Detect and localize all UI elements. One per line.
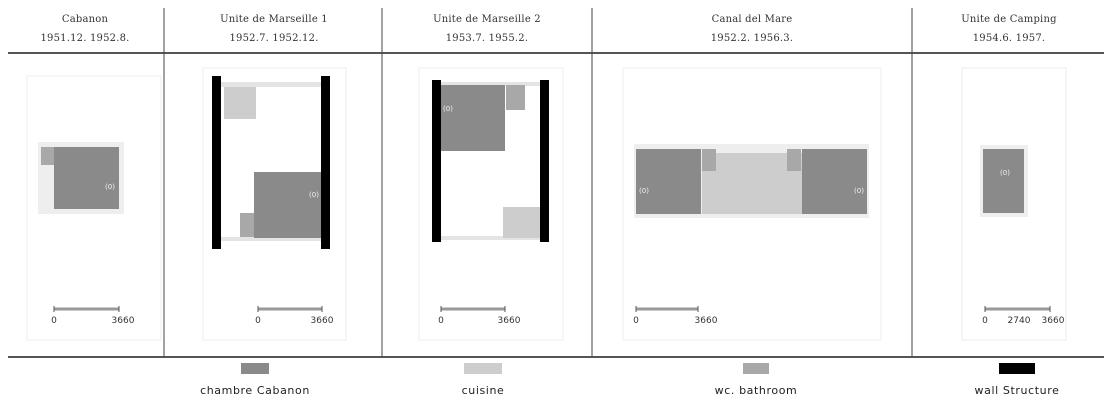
bathroom-room bbox=[787, 149, 801, 171]
plan-unite-2: (0) 0 3660 bbox=[418, 67, 564, 341]
scale-zero: 0 bbox=[633, 316, 639, 326]
column-title-cabanon: Cabanon bbox=[61, 14, 109, 25]
plan-unite-1: (0) 0 3660 bbox=[202, 67, 347, 341]
scale-max: 3660 bbox=[498, 316, 521, 326]
plan-camping: (0) 0 2740 3660 bbox=[961, 67, 1067, 341]
legend-swatch-chambre bbox=[241, 363, 269, 374]
bathroom-room bbox=[240, 213, 254, 237]
corridor bbox=[221, 237, 321, 241]
cuisine-room bbox=[224, 87, 256, 119]
plan-canal: (0) (0) 0 3660 bbox=[622, 67, 882, 341]
scale-zero: 0 bbox=[438, 316, 444, 326]
bathroom-room bbox=[41, 147, 54, 165]
chambre-room bbox=[802, 149, 867, 214]
room-label: (0) bbox=[854, 187, 864, 195]
column-title-unite-2: Unite de Marseille 2 bbox=[433, 14, 541, 25]
column-dates-unite-2: 1953.7. 1955.2. bbox=[445, 33, 529, 44]
scale-zero: 0 bbox=[51, 316, 57, 326]
room-label: (0) bbox=[105, 183, 115, 191]
bathroom-room bbox=[506, 85, 525, 110]
wall-structure bbox=[212, 76, 221, 249]
scale-max: 3660 bbox=[1042, 316, 1065, 326]
column-dates-camping: 1954.6. 1957. bbox=[972, 33, 1046, 44]
chambre-room bbox=[54, 147, 119, 209]
column-title-camping: Unite de Camping bbox=[961, 14, 1057, 25]
scale-mid: 2740 bbox=[1008, 316, 1031, 326]
legend-label-chambre: chambre Cabanon bbox=[200, 384, 310, 397]
cuisine-room bbox=[702, 153, 802, 214]
legend-label-cuisine: cuisine bbox=[461, 384, 505, 397]
legend-swatch-bathroom bbox=[743, 363, 769, 374]
wall-structure bbox=[321, 76, 330, 249]
scale-max: 3660 bbox=[695, 316, 718, 326]
chambre-room bbox=[983, 149, 1024, 213]
legend-swatch-wall bbox=[999, 363, 1035, 374]
column-title-canal: Canal del Mare bbox=[711, 14, 793, 25]
plan-cabanon: (0) 0 3660 bbox=[26, 75, 162, 341]
column-dates-cabanon: 1951.12. 1952.8. bbox=[40, 33, 130, 44]
room-label: (0) bbox=[1000, 169, 1010, 177]
legend-label-wall: wall Structure bbox=[974, 384, 1060, 397]
room-label: (0) bbox=[309, 191, 319, 199]
room-label: (0) bbox=[443, 105, 453, 113]
scale-zero: 0 bbox=[255, 316, 261, 326]
chambre-room bbox=[636, 149, 701, 214]
scale-zero: 0 bbox=[982, 316, 988, 326]
column-dates-canal: 1952.2. 1956.3. bbox=[710, 33, 794, 44]
corridor bbox=[441, 82, 541, 86]
corridor bbox=[441, 236, 541, 240]
scale-max: 3660 bbox=[112, 316, 135, 326]
room-label: (0) bbox=[639, 187, 649, 195]
chambre-room bbox=[254, 172, 321, 238]
wall-structure bbox=[432, 80, 441, 242]
column-title-unite-1: Unite de Marseille 1 bbox=[220, 14, 328, 25]
bathroom-room bbox=[702, 149, 716, 171]
chambre-room bbox=[441, 85, 505, 151]
cuisine-room bbox=[503, 207, 540, 238]
column-dates-unite-1: 1952.7. 1952.12. bbox=[229, 33, 319, 44]
legend-swatch-cuisine bbox=[464, 363, 502, 374]
legend-label-bathroom: wc. bathroom bbox=[714, 384, 798, 397]
wall-structure bbox=[540, 80, 549, 242]
scale-max: 3660 bbox=[311, 316, 334, 326]
corridor bbox=[221, 82, 321, 87]
